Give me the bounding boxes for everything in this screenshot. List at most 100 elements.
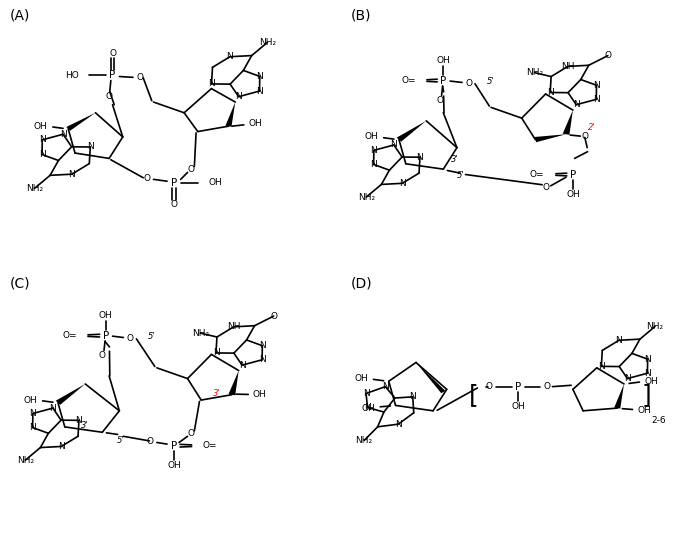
Text: O: O — [436, 96, 443, 105]
Text: (A): (A) — [10, 8, 31, 22]
Text: O: O — [604, 51, 611, 60]
Text: N: N — [213, 349, 220, 358]
Text: N: N — [363, 389, 370, 398]
Text: 5': 5' — [117, 436, 125, 445]
Text: N: N — [395, 420, 402, 429]
Polygon shape — [397, 121, 426, 142]
Text: OH: OH — [365, 133, 379, 141]
Text: N: N — [382, 382, 389, 391]
Text: OH: OH — [566, 190, 580, 199]
Text: N: N — [39, 135, 46, 144]
Polygon shape — [535, 134, 566, 142]
Text: O=: O= — [203, 441, 218, 450]
Text: O=: O= — [529, 170, 544, 179]
Text: N: N — [68, 170, 75, 179]
Text: OH: OH — [355, 374, 368, 383]
Text: O: O — [170, 200, 177, 208]
Text: O: O — [143, 174, 150, 183]
Text: N: N — [235, 92, 242, 101]
Text: N: N — [259, 341, 266, 350]
Text: OH: OH — [208, 178, 222, 187]
Text: NH₂: NH₂ — [355, 436, 372, 445]
Text: OH: OH — [436, 56, 450, 65]
Text: N: N — [50, 404, 56, 412]
Text: N: N — [644, 369, 651, 378]
Text: NH₂: NH₂ — [192, 329, 209, 338]
Text: 3': 3' — [451, 155, 459, 164]
Text: NH: NH — [227, 322, 240, 331]
Text: [: [ — [469, 383, 479, 407]
Text: O: O — [99, 351, 106, 360]
Text: O: O — [188, 429, 194, 438]
Polygon shape — [66, 113, 95, 131]
Text: N: N — [239, 361, 246, 369]
Text: P: P — [170, 178, 177, 187]
Text: N: N — [598, 362, 605, 371]
Text: O=: O= — [402, 76, 416, 85]
Text: O: O — [270, 311, 277, 321]
Text: ]: ] — [641, 383, 651, 407]
Text: O: O — [106, 92, 113, 101]
Text: P: P — [440, 76, 447, 85]
Text: N: N — [573, 100, 580, 109]
Text: OH: OH — [99, 311, 113, 320]
Text: N: N — [258, 355, 265, 364]
Text: N: N — [226, 52, 233, 61]
Text: OH: OH — [249, 119, 263, 128]
Text: O=: O= — [62, 331, 77, 340]
Text: P: P — [170, 441, 177, 451]
Text: N: N — [644, 354, 651, 364]
Text: P: P — [569, 170, 576, 179]
Text: O: O — [486, 382, 493, 391]
Text: O: O — [136, 74, 143, 82]
Text: (C): (C) — [10, 277, 31, 291]
Text: NH: NH — [561, 62, 574, 71]
Text: N: N — [399, 179, 406, 188]
Text: N: N — [29, 409, 36, 418]
Text: N: N — [370, 160, 377, 169]
Text: OH: OH — [252, 390, 266, 399]
Text: OH: OH — [512, 402, 525, 411]
Text: N: N — [60, 130, 66, 139]
Text: N: N — [593, 81, 600, 90]
Text: P: P — [102, 331, 109, 340]
Text: P: P — [515, 382, 522, 391]
Text: NH₂: NH₂ — [647, 322, 664, 331]
Text: N: N — [256, 72, 263, 81]
Text: O: O — [465, 79, 473, 88]
Text: OH: OH — [34, 122, 48, 130]
Text: N: N — [391, 141, 397, 149]
Text: NH₂: NH₂ — [258, 38, 276, 47]
Text: N: N — [409, 393, 416, 401]
Text: NH₂: NH₂ — [358, 193, 375, 201]
Text: 5': 5' — [487, 77, 495, 86]
Text: N: N — [208, 79, 215, 89]
Text: O: O — [126, 334, 133, 343]
Text: OH: OH — [167, 461, 181, 470]
Polygon shape — [56, 384, 85, 405]
Polygon shape — [226, 102, 235, 127]
Text: NH₂: NH₂ — [17, 456, 34, 465]
Text: N: N — [29, 423, 36, 432]
Text: 3': 3' — [81, 421, 89, 430]
Polygon shape — [416, 362, 445, 393]
Text: 5': 5' — [148, 332, 155, 342]
Text: N: N — [39, 150, 46, 159]
Text: 2-6: 2-6 — [651, 416, 666, 425]
Text: (B): (B) — [351, 8, 372, 22]
Text: O: O — [188, 165, 194, 173]
Text: O: O — [109, 49, 116, 58]
Text: O: O — [542, 184, 549, 192]
Text: NH₂: NH₂ — [26, 184, 43, 193]
Text: HO: HO — [65, 71, 78, 79]
Text: N: N — [593, 95, 599, 104]
Text: (D): (D) — [351, 277, 373, 291]
Text: N: N — [616, 336, 623, 345]
Text: N: N — [58, 442, 65, 451]
Text: 2': 2' — [588, 123, 595, 132]
Text: N: N — [370, 146, 377, 155]
Text: N: N — [547, 88, 554, 97]
Polygon shape — [563, 110, 573, 135]
Text: N: N — [417, 153, 424, 162]
Text: 5': 5' — [456, 171, 464, 180]
